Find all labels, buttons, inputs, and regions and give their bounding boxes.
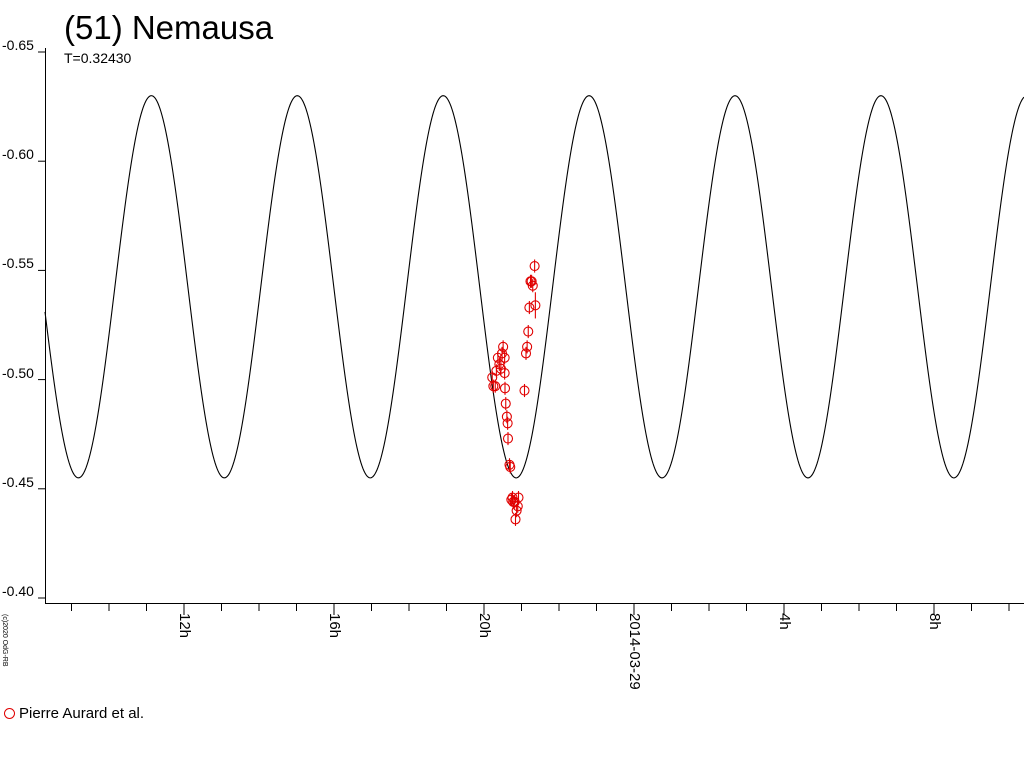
y-ticks xyxy=(38,51,46,599)
data-point xyxy=(501,411,512,422)
chart-title: (51) Nemausa xyxy=(64,9,274,46)
data-point xyxy=(529,260,540,272)
x-tick-label: 4h xyxy=(776,613,793,630)
observation-points xyxy=(487,259,541,526)
x-tick-label: 8h xyxy=(926,613,943,630)
x-tick-label: 16h xyxy=(326,613,343,639)
data-point xyxy=(494,359,505,370)
copyright-notice: (c)2020 OdG-RB xyxy=(1,614,8,667)
data-point xyxy=(511,505,522,516)
data-point xyxy=(502,418,513,429)
data-point xyxy=(524,302,535,313)
data-point xyxy=(513,492,524,503)
y-tick-label: -0.55 xyxy=(2,255,34,272)
x-tick-label: 2014-03-29 xyxy=(626,613,643,690)
data-point xyxy=(499,383,511,394)
legend-open-circle-icon xyxy=(4,707,15,719)
data-point xyxy=(502,433,514,444)
y-tick-label: -0.45 xyxy=(2,473,34,490)
data-point xyxy=(499,367,510,379)
y-tick-label: -0.40 xyxy=(2,583,34,599)
data-point xyxy=(526,276,537,287)
data-point xyxy=(506,494,517,505)
legend: Pierre Aurard et al. xyxy=(4,705,144,723)
y-tick-label: -0.65 xyxy=(2,37,34,53)
legend-series-label: Pierre Aurard et al. xyxy=(19,705,145,722)
data-point xyxy=(527,280,538,291)
data-point xyxy=(505,461,516,473)
data-point xyxy=(519,385,530,396)
chart-axes xyxy=(45,48,1024,604)
x-tick-label: 20h xyxy=(476,613,493,639)
model-lightcurve-line xyxy=(44,95,1024,479)
period-label: T=0.32430 xyxy=(64,50,132,66)
data-point xyxy=(523,326,534,337)
data-point xyxy=(490,381,501,392)
data-point xyxy=(500,398,511,409)
x-tick-label: 12h xyxy=(176,613,193,639)
data-point xyxy=(520,348,532,359)
x-ticks xyxy=(71,603,1010,615)
data-point xyxy=(522,341,533,352)
data-point xyxy=(498,341,509,352)
data-point xyxy=(499,352,510,363)
y-tick-label: -0.50 xyxy=(2,364,34,381)
data-point xyxy=(530,300,541,311)
y-tick-label: -0.60 xyxy=(2,146,34,163)
